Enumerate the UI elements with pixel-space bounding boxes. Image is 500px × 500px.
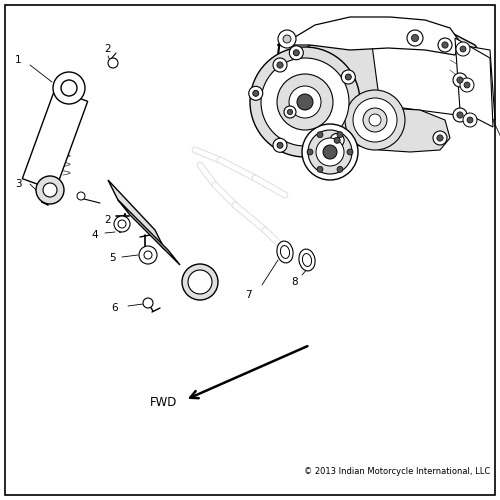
Circle shape xyxy=(330,134,344,147)
Polygon shape xyxy=(278,28,485,102)
Circle shape xyxy=(456,42,470,56)
Circle shape xyxy=(457,112,463,118)
Circle shape xyxy=(412,34,418,42)
Circle shape xyxy=(36,176,64,204)
Circle shape xyxy=(188,270,212,294)
Circle shape xyxy=(302,124,358,180)
Circle shape xyxy=(182,264,218,300)
Ellipse shape xyxy=(277,241,293,263)
Circle shape xyxy=(342,70,355,84)
Text: 2: 2 xyxy=(38,179,46,189)
Circle shape xyxy=(347,149,353,155)
Circle shape xyxy=(61,80,77,96)
Text: FWD: FWD xyxy=(150,396,178,409)
Circle shape xyxy=(284,106,296,118)
Text: 1: 1 xyxy=(14,55,21,65)
Circle shape xyxy=(143,298,153,308)
Circle shape xyxy=(442,42,448,48)
Circle shape xyxy=(453,108,467,122)
Circle shape xyxy=(43,183,57,197)
Circle shape xyxy=(337,166,343,172)
Circle shape xyxy=(463,113,477,127)
Circle shape xyxy=(277,142,283,148)
Circle shape xyxy=(278,30,296,48)
Circle shape xyxy=(438,38,452,52)
Polygon shape xyxy=(22,90,88,190)
Text: 4: 4 xyxy=(92,230,98,240)
Circle shape xyxy=(317,166,323,172)
Text: 7: 7 xyxy=(244,290,252,300)
Circle shape xyxy=(273,58,287,72)
Circle shape xyxy=(464,82,470,88)
Polygon shape xyxy=(370,30,495,120)
Polygon shape xyxy=(287,17,460,55)
Circle shape xyxy=(345,90,405,150)
Ellipse shape xyxy=(299,249,315,271)
Circle shape xyxy=(307,149,313,155)
Circle shape xyxy=(346,74,352,80)
Circle shape xyxy=(334,138,340,143)
Circle shape xyxy=(289,86,321,118)
Text: 2: 2 xyxy=(104,215,112,225)
Circle shape xyxy=(433,131,447,145)
Circle shape xyxy=(290,46,304,60)
Text: 2: 2 xyxy=(104,44,112,54)
Circle shape xyxy=(288,110,292,114)
Circle shape xyxy=(453,73,467,87)
Polygon shape xyxy=(108,180,165,250)
Circle shape xyxy=(53,72,85,104)
Circle shape xyxy=(77,192,85,200)
Circle shape xyxy=(118,220,126,228)
Polygon shape xyxy=(118,200,180,265)
Circle shape xyxy=(283,35,291,43)
Polygon shape xyxy=(455,38,493,127)
Circle shape xyxy=(277,62,283,68)
Circle shape xyxy=(294,50,300,56)
Circle shape xyxy=(353,98,397,142)
Circle shape xyxy=(253,90,259,96)
Ellipse shape xyxy=(280,246,289,258)
Circle shape xyxy=(460,78,474,92)
Circle shape xyxy=(363,108,387,132)
Circle shape xyxy=(323,145,337,159)
Text: 8: 8 xyxy=(292,277,298,287)
Circle shape xyxy=(337,132,343,138)
Circle shape xyxy=(139,246,157,264)
Circle shape xyxy=(316,138,344,166)
Circle shape xyxy=(249,86,263,101)
Circle shape xyxy=(467,117,473,123)
Circle shape xyxy=(250,47,360,157)
Circle shape xyxy=(457,77,463,83)
Circle shape xyxy=(460,46,466,52)
Circle shape xyxy=(308,130,352,174)
Circle shape xyxy=(114,216,130,232)
Circle shape xyxy=(369,114,381,126)
Circle shape xyxy=(277,74,333,130)
Circle shape xyxy=(108,58,118,68)
Circle shape xyxy=(437,135,443,141)
Circle shape xyxy=(317,132,323,138)
Ellipse shape xyxy=(302,254,312,266)
Circle shape xyxy=(297,94,313,110)
Circle shape xyxy=(273,138,287,152)
Circle shape xyxy=(407,30,423,46)
Polygon shape xyxy=(280,102,450,152)
Text: 5: 5 xyxy=(108,253,116,263)
Circle shape xyxy=(261,58,349,146)
Text: 3: 3 xyxy=(14,179,21,189)
Circle shape xyxy=(144,251,152,259)
Text: © 2013 Indian Motorcycle International, LLC: © 2013 Indian Motorcycle International, … xyxy=(304,468,490,476)
Text: 6: 6 xyxy=(112,303,118,313)
